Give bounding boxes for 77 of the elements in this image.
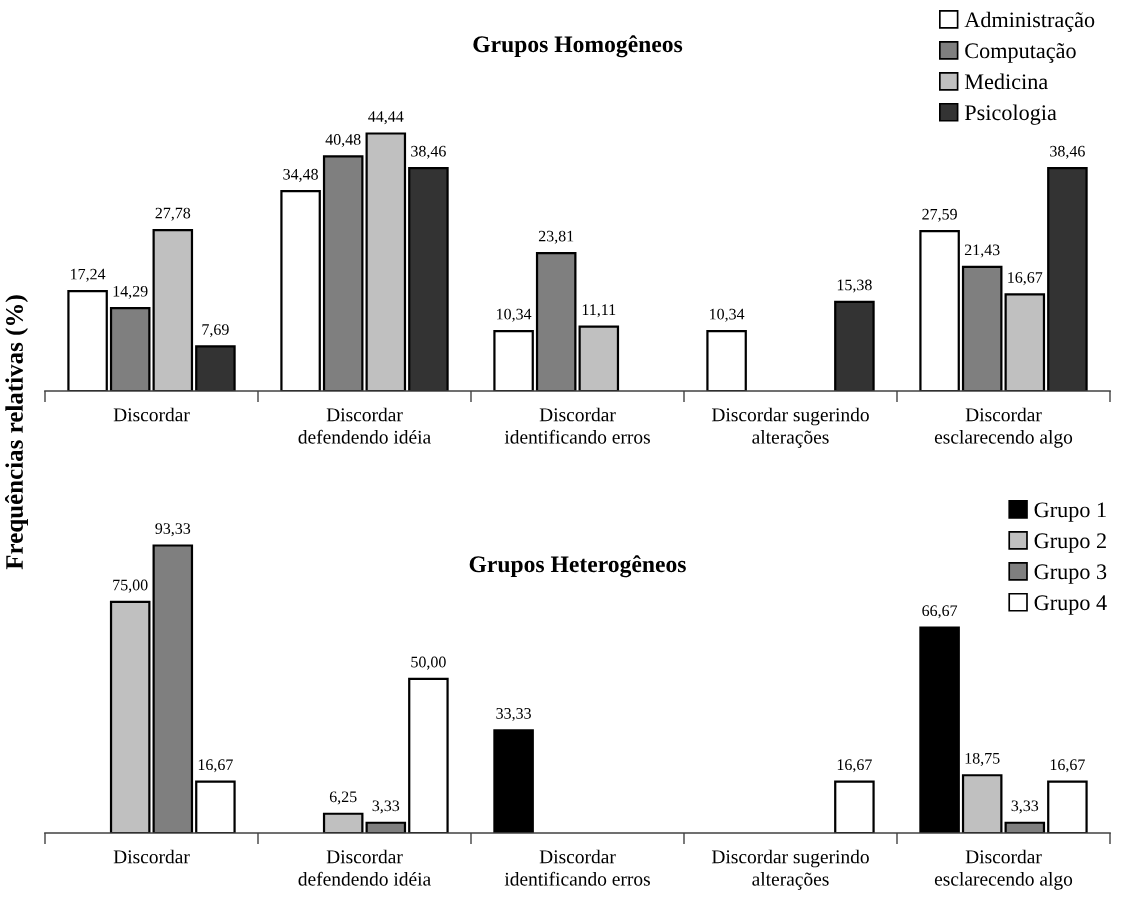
legend-label: Computação — [965, 43, 1076, 63]
legend-label: Grupo 4 — [1034, 595, 1107, 615]
x-tick-label: Discordar esclarecendo algo — [934, 407, 1073, 448]
legend-label: Grupo 3 — [1034, 564, 1107, 584]
chart-title: Grupos Homogêneos — [473, 35, 683, 58]
bar — [919, 626, 960, 833]
data-label: 10,34 — [710, 308, 745, 322]
bar — [1004, 293, 1046, 391]
data-label: 33,33 — [496, 708, 531, 722]
bar — [322, 155, 364, 391]
bar — [67, 290, 108, 391]
data-label: 14,29 — [113, 285, 148, 299]
data-label: 34,48 — [283, 168, 318, 182]
x-tick-label: Discordar defendendo idéia — [298, 849, 431, 886]
bar — [961, 774, 1003, 833]
bar — [408, 677, 449, 833]
bar — [152, 228, 194, 391]
data-label: 27,78 — [155, 207, 191, 221]
data-label: 10,34 — [497, 308, 532, 322]
bar — [1047, 780, 1088, 833]
data-label: 50,00 — [411, 656, 446, 670]
data-label: 38,46 — [411, 145, 446, 159]
bar — [365, 132, 407, 391]
x-tick-label: Discordar identificando erros — [504, 407, 650, 444]
data-label: 18,75 — [965, 752, 1000, 766]
x-tick-label: Discordar sugerindo alterações — [711, 407, 869, 448]
data-label: 38,46 — [1050, 145, 1085, 159]
bar — [578, 325, 620, 391]
x-tick-label: Discordar defendendo idéia — [298, 407, 431, 444]
data-label: 15,38 — [837, 279, 872, 293]
x-tick-label: Discordar — [113, 849, 190, 864]
legend-label: Grupo 1 — [1034, 502, 1106, 522]
bar — [109, 600, 151, 833]
data-label: 93,33 — [155, 523, 191, 537]
data-label: 7,69 — [202, 324, 229, 338]
data-label: 16,67 — [1008, 272, 1043, 286]
bar — [280, 190, 321, 391]
data-label: 66,67 — [922, 605, 958, 619]
x-tick-label: Discordar identificando erros — [504, 849, 650, 886]
data-label: 75,00 — [113, 579, 148, 593]
data-label: 16,67 — [1050, 759, 1085, 773]
data-label: 23,81 — [538, 230, 574, 244]
chart-title: Grupos Heterogêneos — [469, 555, 686, 578]
data-label: 40,48 — [325, 134, 361, 148]
legend-label: Administração — [964, 11, 1095, 32]
data-label: 17,24 — [71, 268, 106, 282]
data-label: 16,67 — [837, 759, 872, 773]
bar — [834, 780, 875, 833]
bar — [961, 265, 1003, 391]
bar — [834, 300, 875, 391]
bar — [152, 544, 194, 833]
bar — [322, 812, 364, 833]
data-label: 44,44 — [368, 111, 404, 125]
x-tick-label: Discordar — [113, 407, 190, 422]
bar — [109, 307, 151, 391]
data-label: 6,25 — [329, 791, 357, 805]
bar — [493, 329, 534, 391]
data-label: 11,11 — [582, 304, 616, 318]
bar — [195, 345, 236, 391]
x-tick-label: Discordar esclarecendo algo — [934, 849, 1073, 890]
data-label: 21,43 — [964, 244, 1000, 258]
bar — [919, 230, 960, 391]
bar — [408, 167, 449, 391]
legend-label: Medicina — [964, 73, 1048, 90]
bar — [493, 729, 534, 833]
legend-label: Psicologia — [964, 104, 1057, 125]
bar — [535, 251, 577, 391]
data-label: 3,33 — [1011, 800, 1039, 814]
y-axis-title: Frequências relativas (%) — [5, 295, 28, 570]
legend-label: Grupo 2 — [1034, 533, 1106, 553]
bar — [706, 329, 747, 391]
bar — [1047, 167, 1088, 391]
x-tick-label: Discordar sugerindo alterações — [711, 849, 869, 890]
bar — [195, 780, 236, 833]
data-label: 3,33 — [372, 800, 400, 814]
data-label: 16,67 — [198, 759, 233, 773]
data-label: 27,59 — [922, 208, 957, 222]
